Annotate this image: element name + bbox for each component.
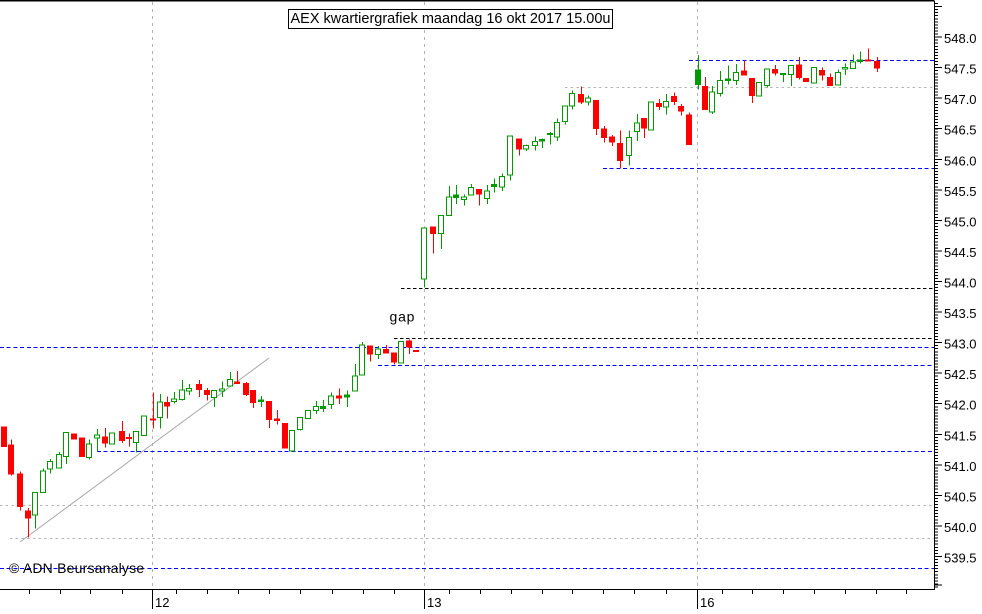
svg-text:gap: gap xyxy=(390,309,416,325)
svg-text:AEX kwartiergrafiek maandag 16: AEX kwartiergrafiek maandag 16 okt 2017 … xyxy=(290,11,610,27)
svg-text:547.5: 547.5 xyxy=(944,62,977,77)
svg-text:545.0: 545.0 xyxy=(944,214,977,229)
svg-text:542.0: 542.0 xyxy=(944,398,977,413)
svg-text:547.0: 547.0 xyxy=(944,92,977,107)
svg-text:542.5: 542.5 xyxy=(944,367,977,382)
svg-text:16: 16 xyxy=(700,595,714,609)
svg-text:540.0: 540.0 xyxy=(944,520,977,535)
svg-text:540.5: 540.5 xyxy=(944,489,977,504)
svg-text:546.0: 546.0 xyxy=(944,153,977,168)
svg-text:12: 12 xyxy=(155,595,169,609)
svg-text:544.5: 544.5 xyxy=(944,245,977,260)
svg-text:543.0: 543.0 xyxy=(944,337,977,352)
svg-text:546.5: 546.5 xyxy=(944,123,977,138)
svg-text:545.5: 545.5 xyxy=(944,184,977,199)
svg-text:© ADN Beursanalyse: © ADN Beursanalyse xyxy=(9,560,144,576)
svg-text:544.0: 544.0 xyxy=(944,276,977,291)
svg-text:541.0: 541.0 xyxy=(944,459,977,474)
svg-text:543.5: 543.5 xyxy=(944,306,977,321)
svg-text:13: 13 xyxy=(427,595,441,609)
svg-text:539.5: 539.5 xyxy=(944,551,977,566)
svg-text:541.5: 541.5 xyxy=(944,428,977,443)
svg-text:548.0: 548.0 xyxy=(944,31,977,46)
